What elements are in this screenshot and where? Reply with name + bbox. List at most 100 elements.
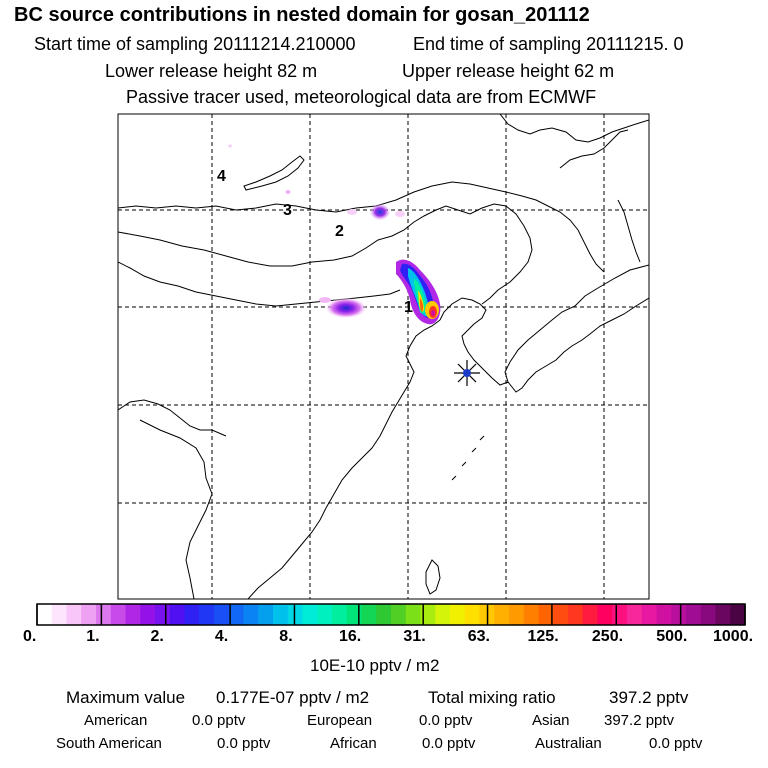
colorbar-unit: 10E-10 pptv / m2: [310, 656, 440, 675]
colorbar-tick-label: 2.: [150, 628, 164, 645]
border-russia: [118, 181, 605, 273]
colorbar-cell: [214, 604, 230, 625]
colorbar-tick-label: 63.: [467, 628, 490, 645]
region-american-label: American: [84, 712, 148, 729]
colorbar-cell: [37, 604, 53, 625]
region-american-value: 0.0 pptv: [192, 712, 246, 729]
islands-ryukyu: [451, 435, 485, 481]
colorbar-cell: [509, 604, 525, 625]
border-north-china: [118, 261, 401, 307]
colorbar-cell: [332, 604, 348, 625]
colorbar-tick-label: 250.: [591, 628, 624, 645]
upper-release-label: Upper release height 62 m: [402, 61, 615, 81]
colorbar-cell: [494, 604, 510, 625]
coastline-china-east: [247, 319, 441, 599]
region-asian-value: 397.2 pptv: [604, 712, 675, 729]
plume-north: [370, 204, 390, 220]
start-time-label: Start time of sampling 20111214.210000: [34, 34, 356, 54]
colorbar-cell: [273, 604, 289, 625]
island-taiwan: [425, 559, 441, 595]
colorbar-cell: [258, 604, 274, 625]
colorbar-cell: [715, 604, 731, 625]
colorbar-cell: [627, 604, 643, 625]
colorbar-cell: [553, 604, 569, 625]
coastline-northeast-asia: [499, 114, 649, 169]
colorbar-tick-label: 31.: [403, 628, 426, 645]
trajectory-label-3: 3: [283, 202, 292, 219]
colorbar-cell: [582, 604, 599, 625]
lower-release-label: Lower release height 82 m: [105, 61, 318, 81]
colorbar-tick-label: 125.: [527, 628, 559, 645]
region-south-american-value: 0.0 pptv: [217, 735, 271, 752]
colorbar-tick-label: 16.: [339, 628, 362, 645]
colorbar-cell: [420, 604, 436, 625]
plume-north-fringe: [395, 211, 405, 217]
colorbar-cell: [140, 604, 156, 625]
concentration-plumes: [228, 144, 441, 325]
trajectory-labels: 4 3 2 1: [217, 168, 413, 316]
colorbar-cell: [523, 604, 540, 625]
colorbar-cell: [155, 604, 171, 625]
colorbar-cell: [346, 604, 363, 625]
colorbar-cell: [361, 604, 377, 625]
colorbar-cell: [110, 604, 127, 625]
colorbar-cell: [435, 604, 451, 625]
colorbar-cell: [199, 604, 215, 625]
region-australian-label: Australian: [535, 735, 602, 752]
colorbar-cell: [51, 604, 68, 625]
colorbar-cell: [287, 604, 304, 625]
end-time-label: End time of sampling 20111215. 0: [413, 34, 684, 54]
colorbar-tick-label: 8.: [279, 628, 293, 645]
trajectory-label-1: 1: [404, 299, 413, 316]
tracer-info-label: Passive tracer used, meteorological data…: [126, 87, 597, 107]
colorbar-cell: [568, 604, 584, 625]
total-mixing-value: 397.2 pptv: [609, 688, 689, 707]
colorbar-cell: [612, 604, 628, 625]
colorbar-cell: [597, 604, 613, 625]
colorbar-cell: [228, 604, 245, 625]
colorbar-cells: [37, 604, 746, 625]
colorbar-cell: [700, 604, 717, 625]
region-australian-value: 0.0 pptv: [649, 735, 703, 752]
plume-west: [326, 298, 366, 318]
colorbar-tick-label: 1.: [86, 628, 100, 645]
colorbar-cell: [464, 604, 481, 625]
plot-title: BC source contributions in nested domain…: [14, 4, 590, 26]
colorbar-cell: [538, 604, 554, 625]
total-mixing-label: Total mixing ratio: [428, 688, 556, 707]
receptor-star-marker: [454, 360, 480, 386]
region-asian-label: Asian: [532, 712, 570, 729]
colorbar-cell: [169, 604, 186, 625]
trajectory-label-2: 2: [335, 223, 344, 240]
region-european-label: European: [307, 712, 373, 729]
colorbar-cell: [302, 604, 318, 625]
colorbar-cell: [66, 604, 82, 625]
region-south-american-label: South American: [56, 735, 162, 752]
border-interior: [139, 419, 213, 599]
border-mongolia: [118, 203, 533, 305]
map-frame: [117, 113, 650, 600]
coastline-sakhalin: [617, 199, 641, 263]
colorbar-cell: [184, 604, 200, 625]
colorbar-cell: [641, 604, 658, 625]
colorbar-cell: [125, 604, 141, 625]
colorbar-cell: [405, 604, 422, 625]
border-southwest: [118, 399, 227, 437]
colorbar-cell: [391, 604, 407, 625]
lake-baikal: [243, 155, 305, 191]
plume-main: [396, 259, 441, 325]
colorbar-cell: [450, 604, 466, 625]
colorbar-cell: [376, 604, 392, 625]
max-value: 0.177E-07 pptv / m2: [216, 688, 370, 707]
colorbar-cell: [317, 604, 333, 625]
colorbar-tick-label: 4.: [214, 628, 229, 645]
plume-north-fringe2: [347, 209, 357, 215]
colorbar-cell: [81, 604, 97, 625]
colorbar-cell: [243, 604, 259, 625]
max-value-label: Maximum value: [66, 688, 186, 707]
plume-speck-2: [285, 190, 291, 194]
colorbar-tick-label: 500.: [656, 628, 688, 645]
region-african-label: African: [330, 735, 377, 752]
